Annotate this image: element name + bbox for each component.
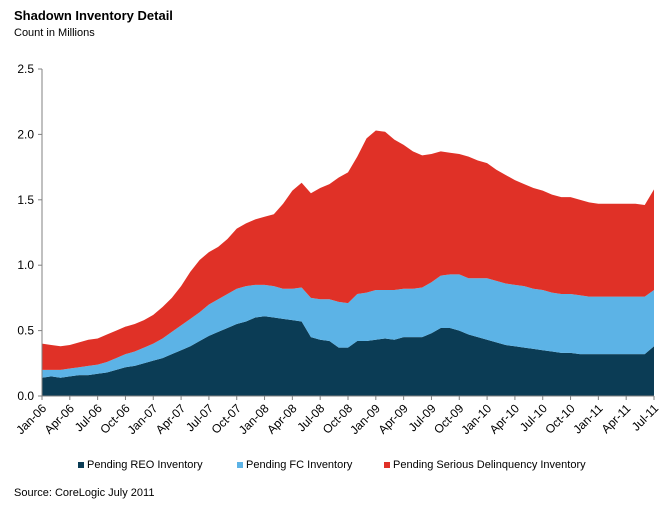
- x-tick-label: Apr-06: [42, 401, 78, 437]
- x-tick-label: Jan-11: [570, 401, 605, 436]
- legend-item-reo: Pending REO Inventory: [78, 459, 203, 471]
- y-tick-label: 1.5: [17, 193, 34, 207]
- x-tick-label: Jan-07: [125, 401, 161, 437]
- plot-areas: [42, 130, 654, 396]
- legend-item-delinquency: Pending Serious Delinquency Inventory: [384, 459, 586, 471]
- legend-item-fc: Pending FC Inventory: [237, 459, 352, 471]
- y-tick-label: 0.0: [17, 389, 34, 403]
- series-area-0: [42, 316, 654, 396]
- x-tick-label: Oct-10: [542, 401, 578, 437]
- x-tick-labels: Jan-06Apr-06Jul-06Oct-06Jan-07Apr-07Jul-…: [13, 401, 661, 437]
- x-tick-label: Apr-11: [599, 401, 634, 436]
- source-note: Source: CoreLogic July 2011: [14, 487, 155, 499]
- area-chart: 0.0 0.5 1.0 1.5 2.0 2.5 Jan-06Apr-06Jul-06Oct…: [13, 62, 661, 437]
- y-tick-label: 0.5: [17, 324, 34, 338]
- x-tick-label: Jan-08: [236, 401, 272, 437]
- x-tick-label: Jan-10: [458, 401, 494, 437]
- series-area-1: [42, 274, 654, 378]
- y-tick-label: 2.0: [17, 127, 34, 141]
- chart-subtitle: Count in Millions: [14, 27, 95, 39]
- legend-swatch-reo: [78, 462, 84, 468]
- chart-title: Shadown Inventory Detail: [14, 8, 173, 23]
- series-area-2: [42, 130, 654, 370]
- legend-label-delinquency: Pending Serious Delinquency Inventory: [393, 459, 586, 471]
- legend-swatch-fc: [237, 462, 243, 468]
- x-tick-label: Apr-09: [375, 401, 411, 437]
- y-tick-labels: 0.0 0.5 1.0 1.5 2.0 2.5: [17, 62, 34, 403]
- legend-label-reo: Pending REO Inventory: [87, 459, 203, 471]
- legend-swatch-delinquency: [384, 462, 390, 468]
- x-tick-label: Jan-06: [13, 401, 49, 437]
- x-tick-label: Apr-10: [487, 401, 523, 437]
- axes: [38, 68, 655, 400]
- legend: Pending REO Inventory Pending FC Invento…: [0, 459, 668, 475]
- x-tick-label: Jan-09: [347, 401, 383, 437]
- x-tick-label: Jul-11: [629, 401, 662, 434]
- y-tick-label: 1.0: [17, 258, 34, 272]
- x-tick-label: Apr-07: [153, 401, 189, 437]
- x-tick-label: Apr-08: [264, 401, 300, 437]
- y-tick-label: 2.5: [17, 62, 34, 76]
- legend-label-fc: Pending FC Inventory: [246, 459, 353, 471]
